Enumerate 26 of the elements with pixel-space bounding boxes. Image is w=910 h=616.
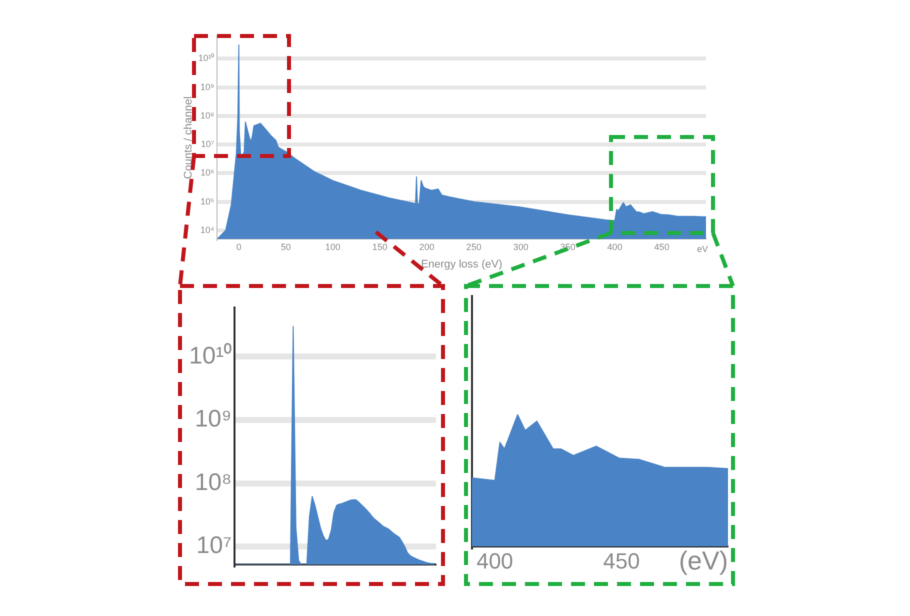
- x-tick-label: 250: [466, 242, 482, 252]
- x-tick-label: 200: [419, 242, 434, 252]
- x-tick-label: 100: [325, 242, 340, 252]
- y-tick-label: 10⁵: [200, 196, 214, 206]
- y-tick-label: 10⁷: [200, 139, 214, 150]
- x-tick-label: 450: [654, 242, 670, 252]
- x-tick-label: 150: [372, 242, 388, 252]
- x-tick-label: 0: [236, 242, 242, 252]
- x-axis-title: (eV): [678, 546, 728, 576]
- y-tick-label: 10⁶: [200, 168, 214, 178]
- y-tick-label: 10⁸: [194, 468, 232, 496]
- y-tick-label: 10⁸: [200, 110, 214, 120]
- x-tick-label: 400: [607, 242, 622, 252]
- x-tick-label: 450: [603, 548, 640, 574]
- y-tick-label: 10⁹: [194, 406, 232, 433]
- x-axis-title: Energy loss (eV): [420, 258, 502, 270]
- y-tick-label: 10¹⁰: [198, 53, 214, 64]
- x-tick-label: 300: [513, 242, 528, 252]
- y-tick-label: 10⁴: [200, 224, 214, 235]
- y-tick-label: 10⁹: [200, 82, 214, 92]
- x-tick-label: 50: [280, 242, 291, 252]
- y-axis-title: Counts / channel: [182, 96, 195, 179]
- y-tick-label: 10¹⁰: [189, 342, 232, 370]
- text: eV: [696, 244, 708, 254]
- y-tick-label: 10⁷: [196, 532, 232, 560]
- x-tick-label: 400: [476, 548, 514, 574]
